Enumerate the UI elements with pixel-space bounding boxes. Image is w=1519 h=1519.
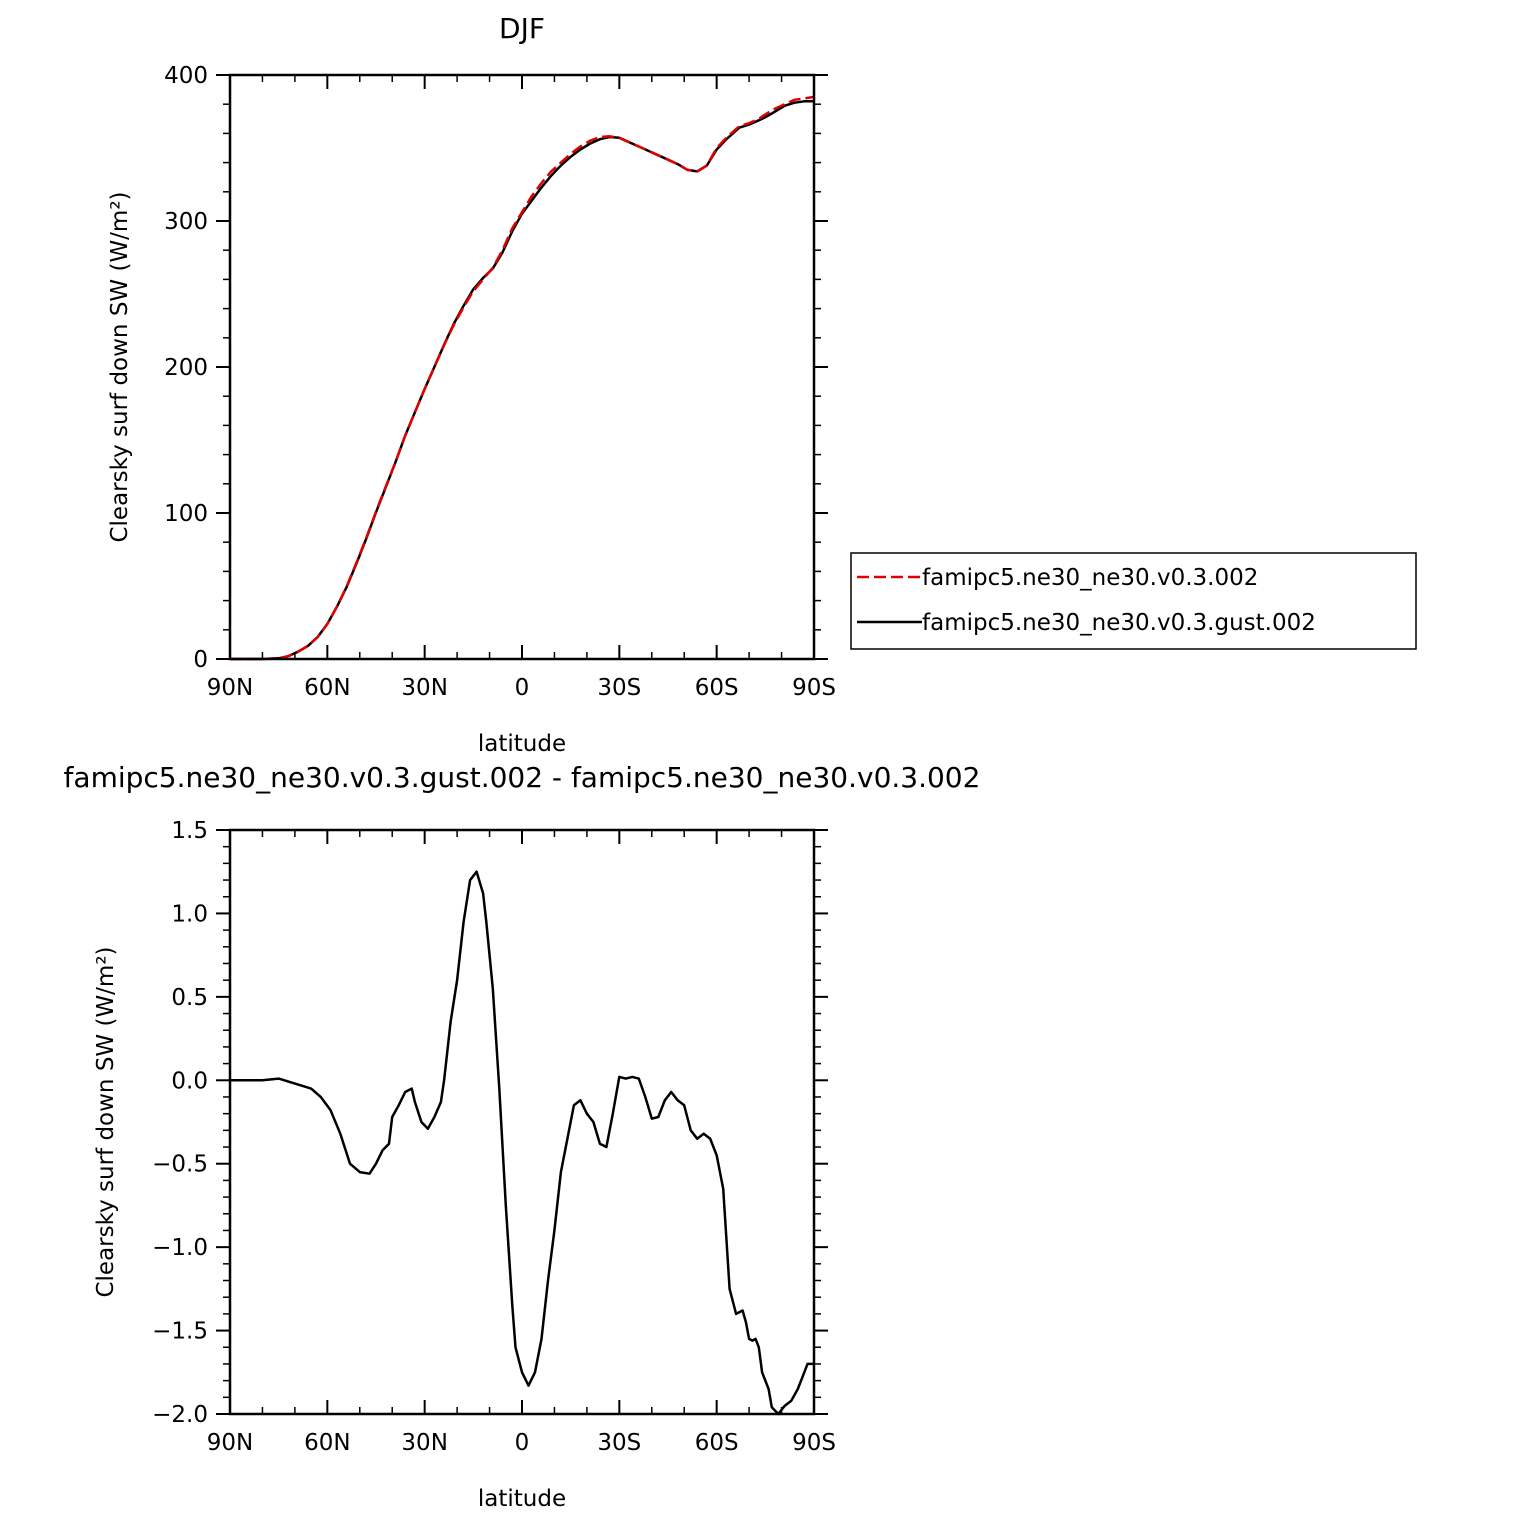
plot-area	[230, 95, 815, 661]
legend: famipc5.ne30_ne30.v0.3.002 famipc5.ne30_…	[850, 552, 1417, 650]
plot-frame	[228, 828, 816, 1416]
legend-label: famipc5.ne30_ne30.v0.3.002	[922, 565, 1258, 591]
chart-panel-top: DJF 90N 60N 30N 0 30S 60S 90S 0 100 200 300 400 lat…	[107, 12, 1417, 757]
x-tick-label: 0	[515, 675, 530, 701]
x-tick-label: 60S	[695, 1430, 739, 1456]
x-tick-label: 90S	[792, 1430, 836, 1456]
x-tick-label: 90N	[207, 1430, 253, 1456]
x-tick-label: 90N	[207, 675, 253, 701]
y-tick-label: −1.5	[152, 1319, 208, 1345]
y-tick-label: 100	[164, 501, 208, 527]
y-tick-label: 0.0	[171, 1068, 208, 1094]
y-tick-label: 200	[164, 355, 208, 381]
y-tick-label: −2.0	[152, 1402, 208, 1428]
x-axis-label: latitude	[478, 731, 566, 757]
chart-panel-bottom: famipc5.ne30_ne30.v0.3.gust.002 - famipc…	[64, 761, 981, 1512]
y-tick-label: −1.0	[152, 1235, 208, 1261]
y-tick-label: 400	[164, 63, 208, 89]
y-tick-label: 300	[164, 209, 208, 235]
chart-title: famipc5.ne30_ne30.v0.3.gust.002 - famipc…	[64, 761, 981, 794]
y-tick-label: 1.0	[171, 901, 208, 927]
x-tick-label: 30N	[401, 1430, 447, 1456]
series-line	[230, 95, 815, 661]
legend-box	[850, 552, 1417, 650]
plot-frame	[228, 73, 816, 661]
series-line	[230, 100, 814, 661]
x-tick-label: 60N	[304, 1430, 350, 1456]
axis-ticks: 90N 60N 30N 0 30S 60S 90S 1.5 1.0 0.5 0.0 −0.5 −1.0 −…	[152, 818, 836, 1456]
series-line	[230, 870, 814, 1416]
y-axis-label: Clearsky surf down SW (W/m²)	[107, 191, 133, 542]
plot-area	[230, 870, 814, 1416]
x-tick-label: 30N	[401, 675, 447, 701]
x-tick-label: 90S	[792, 675, 836, 701]
y-tick-label: 0.5	[171, 985, 208, 1011]
x-tick-label: 60S	[695, 675, 739, 701]
legend-label: famipc5.ne30_ne30.v0.3.gust.002	[922, 610, 1316, 636]
x-tick-label: 60N	[304, 675, 350, 701]
x-axis-label: latitude	[478, 1486, 566, 1512]
y-axis-label: Clearsky surf down SW (W/m²)	[93, 946, 119, 1297]
chart-title: DJF	[499, 12, 545, 45]
x-tick-label: 0	[515, 1430, 530, 1456]
y-tick-label: 1.5	[171, 818, 208, 844]
x-tick-label: 30S	[597, 1430, 641, 1456]
y-tick-label: −0.5	[152, 1152, 208, 1178]
y-tick-label: 0	[193, 647, 208, 673]
x-tick-label: 30S	[597, 675, 641, 701]
axis-ticks: 90N 60N 30N 0 30S 60S 90S 0 100 200 300 400	[164, 63, 836, 701]
